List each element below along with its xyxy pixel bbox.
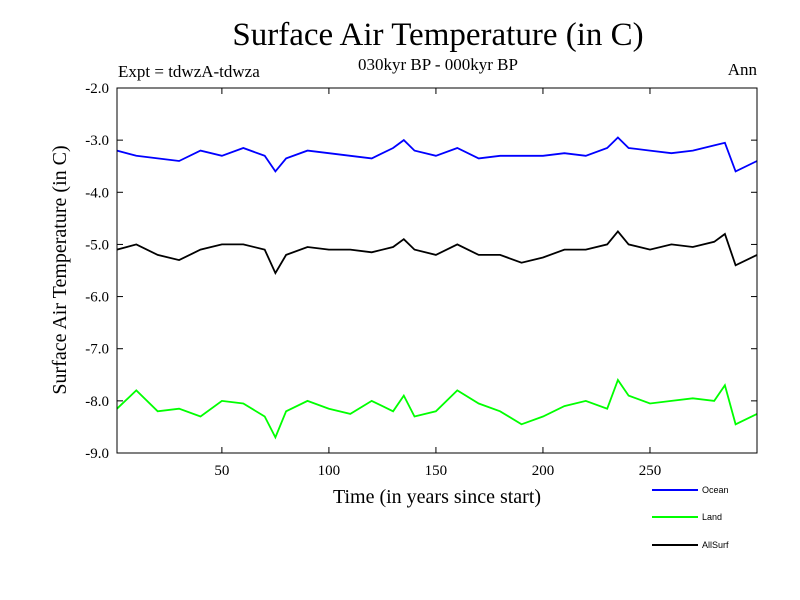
series-line-land <box>116 378 758 440</box>
legend: Ocean Land AllSurf <box>652 485 729 550</box>
y-axis-label: Surface Air Temperature (in C) <box>49 145 71 394</box>
x-tick-label: 150 <box>425 463 448 479</box>
chart-title: Surface Air Temperature (in C) <box>232 17 644 53</box>
y-tick-label: -3.0 <box>85 133 109 149</box>
y-tick-label: -8.0 <box>85 394 109 410</box>
x-axis-label: Time (in years since start) <box>333 486 541 508</box>
axis-layer: 50 100 150 200 250 -2.0 -3.0 -4.0 -5.0 -6.0 -7.0 -8… <box>85 81 757 479</box>
period-label: Ann <box>727 60 757 79</box>
plot-frame <box>116 87 758 454</box>
experiment-label: Expt = tdwzA-tdwza <box>118 62 260 81</box>
legend-label-allsurf: AllSurf <box>702 540 729 550</box>
x-tick-label: 250 <box>639 463 662 479</box>
x-tick-label: 50 <box>214 463 229 479</box>
x-tick-label: 100 <box>318 463 341 479</box>
chart-subtitle: 030kyr BP - 000kyr BP <box>358 55 518 74</box>
y-tick-label: -2.0 <box>85 81 109 97</box>
legend-label-ocean: Ocean <box>702 485 729 495</box>
series-line-allsurf <box>116 229 758 276</box>
legend-label-land: Land <box>702 512 722 522</box>
y-tick-label: -9.0 <box>85 446 109 462</box>
x-tick-label: 200 <box>532 463 555 479</box>
y-tick-label: -5.0 <box>85 237 109 253</box>
y-tick-label: -4.0 <box>85 185 109 201</box>
y-tick-label: -6.0 <box>85 290 109 306</box>
series-layer <box>116 136 758 440</box>
y-tick-label: -7.0 <box>85 342 109 358</box>
series-line-ocean <box>116 136 758 173</box>
